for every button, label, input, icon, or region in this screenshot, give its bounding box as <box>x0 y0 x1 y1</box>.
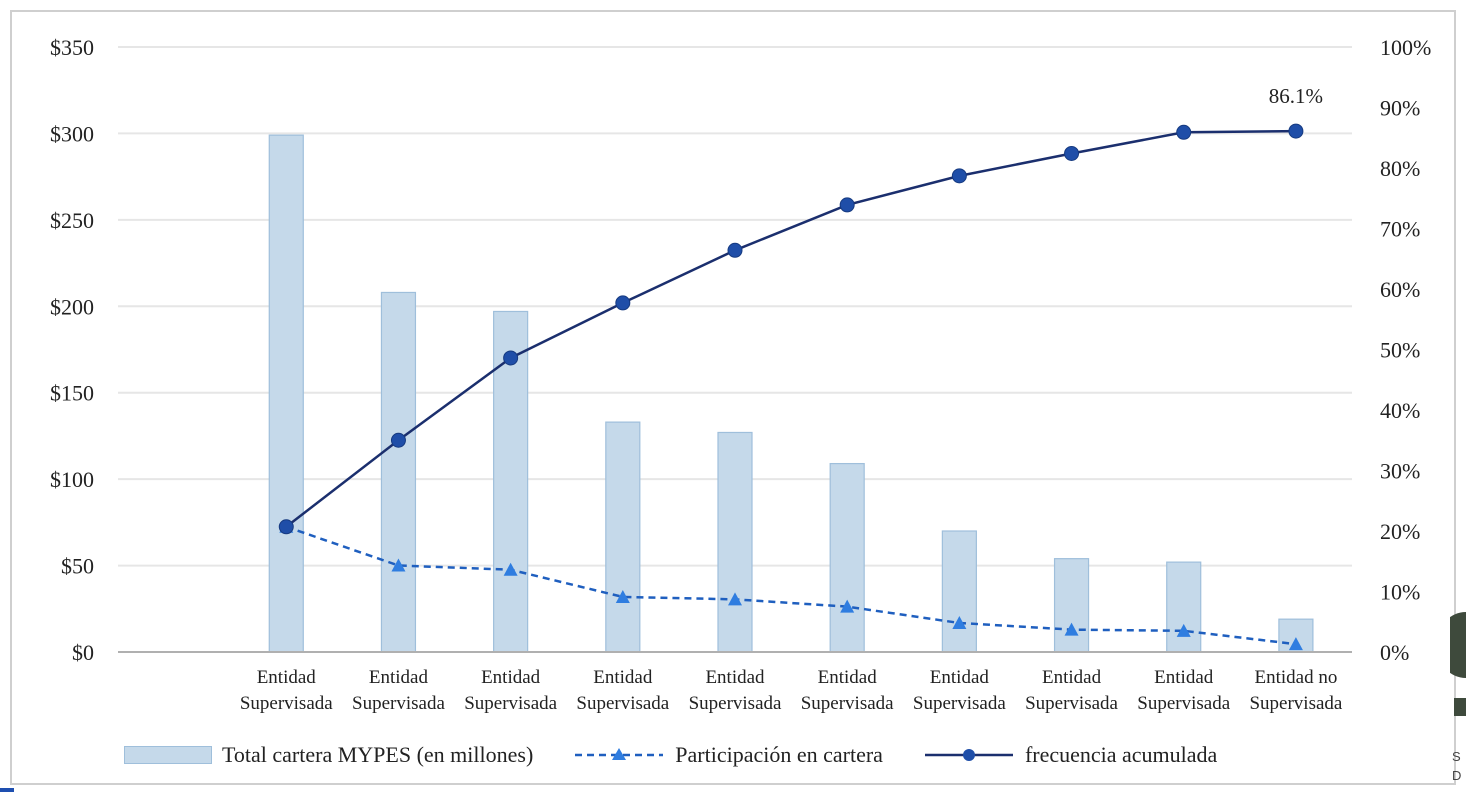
category-label: Entidad <box>705 667 765 688</box>
category-label: Supervisada <box>689 693 782 714</box>
category-labels: Entidad Supervisada Entidad Supervisada Enti… <box>240 667 1343 714</box>
right-tick-label: 10% <box>1380 580 1420 605</box>
acumulada-point <box>1064 145 1080 161</box>
category-label: Supervisada <box>240 693 333 714</box>
legend: Total cartera MYPES (en millones) Partic… <box>124 742 1217 768</box>
right-tick-label: 100% <box>1380 35 1431 60</box>
line-series <box>278 123 1304 651</box>
legend-item-total-cartera: Total cartera MYPES (en millones) <box>124 742 533 768</box>
right-tick-label: 40% <box>1380 398 1420 423</box>
left-tick-label: $200 <box>50 294 94 319</box>
category-label: Entidad <box>257 667 317 688</box>
acumulada-point <box>615 295 631 311</box>
bar <box>829 462 865 653</box>
data-labels: 86.1% <box>1269 84 1323 108</box>
bar <box>717 431 753 653</box>
category-label: Supervisada <box>913 693 1006 714</box>
acumulada-line <box>285 129 1296 528</box>
participacion-point <box>1176 623 1191 637</box>
category-label: Entidad <box>818 667 878 688</box>
left-tick-label: $150 <box>50 381 94 406</box>
right-tick-label: 50% <box>1380 338 1420 363</box>
participacion-point <box>615 589 630 603</box>
participacion-point <box>1064 622 1079 636</box>
right-tick-label: 90% <box>1380 96 1420 121</box>
legend-swatch-bar <box>124 746 212 764</box>
legend-label: Participación en cartera <box>675 742 883 767</box>
acumulada-point <box>1176 124 1192 140</box>
category-label: Entidad <box>481 667 541 688</box>
category-label: Supervisada <box>1025 693 1118 714</box>
left-tick-label: $100 <box>50 467 94 492</box>
left-tick-label: $0 <box>72 640 94 665</box>
grid-lines <box>118 46 1352 567</box>
chart-frame <box>10 10 1456 785</box>
right-tick-label: 80% <box>1380 156 1420 181</box>
legend-item-frecuencia: frecuencia acumulada <box>923 742 1217 768</box>
legend-swatch-solid-circle <box>924 749 1013 761</box>
right-tick-label: 20% <box>1380 519 1420 544</box>
category-label: Entidad <box>930 667 990 688</box>
acumulada-point <box>278 519 294 535</box>
edge-text: S D <box>1452 747 1461 785</box>
corner-mark <box>0 788 14 792</box>
category-label: Entidad <box>593 667 653 688</box>
right-tick-label: 70% <box>1380 217 1420 242</box>
legend-label: Total cartera MYPES (en millones) <box>222 742 534 767</box>
category-label: Entidad <box>1154 667 1214 688</box>
edge-text-line1: S <box>1452 749 1461 764</box>
partial-logo-icon <box>1450 612 1466 716</box>
left-tick-label: $300 <box>50 121 94 146</box>
acumulada-point <box>727 242 743 258</box>
legend-item-participacion: Participación en cartera <box>573 742 883 768</box>
legend-label: frecuencia acumulada <box>1024 742 1218 767</box>
acumulada-point <box>951 168 967 184</box>
participacion-point <box>503 562 518 576</box>
category-label: Entidad <box>1042 667 1102 688</box>
left-tick-label: $50 <box>61 554 94 579</box>
participacion-point <box>840 599 855 613</box>
left-axis-ticks: $0 $50 $100 $150 $200 $250 $300 $350 <box>50 35 94 665</box>
participacion-line <box>285 525 1297 646</box>
acumulada-point <box>390 432 406 448</box>
bar <box>380 291 417 653</box>
bar <box>493 310 529 653</box>
right-axis-ticks: 0% 10% 20% 30% 40% 50% 60% 70% 80% 90% 100% <box>1380 35 1431 665</box>
category-label: Supervisada <box>1137 693 1230 714</box>
legend-swatch-dashed-triangle <box>575 748 664 760</box>
participacion-point <box>952 615 967 629</box>
bar <box>605 421 641 653</box>
category-label: Entidad <box>369 667 429 688</box>
category-label: Supervisada <box>801 693 894 714</box>
bar <box>941 530 977 653</box>
left-tick-label: $250 <box>50 208 94 233</box>
acumulada-point <box>1288 123 1304 139</box>
participacion-point <box>391 558 406 572</box>
right-tick-label: 60% <box>1380 277 1420 302</box>
participacion-point <box>1288 637 1303 651</box>
acumulada-point <box>839 197 855 213</box>
bar <box>1053 558 1090 653</box>
left-tick-label: $350 <box>50 35 94 60</box>
participacion-point <box>728 592 742 606</box>
edge-text-line2: D <box>1452 768 1462 783</box>
right-tick-label: 30% <box>1380 459 1420 484</box>
bar <box>1166 561 1202 653</box>
category-label: Supervisada <box>352 693 445 714</box>
right-tick-label: 0% <box>1380 640 1409 665</box>
bar <box>268 134 304 653</box>
acumulada-point <box>503 350 519 366</box>
category-label: Supervisada <box>576 693 669 714</box>
category-label: Supervisada <box>464 693 557 714</box>
data-label: 86.1% <box>1269 84 1323 108</box>
category-label: Supervisada <box>1249 693 1342 714</box>
category-label: Entidad no <box>1254 667 1337 688</box>
